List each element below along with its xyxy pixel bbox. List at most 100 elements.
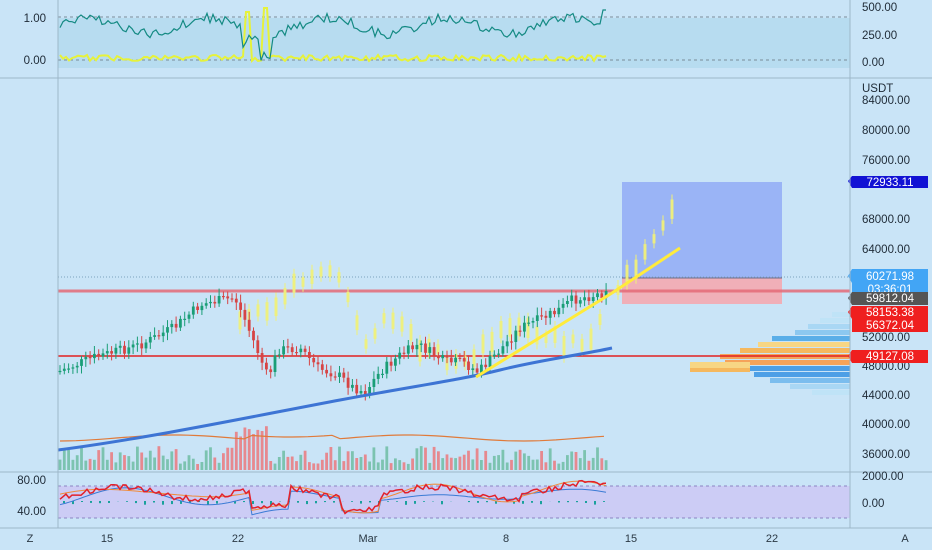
candle-body — [531, 321, 535, 323]
price-tag-stop[interactable]: 58153.38 56372.04 — [848, 306, 928, 332]
candle-body — [308, 352, 311, 358]
price-tag-support[interactable]: 49127.08 — [848, 350, 928, 363]
candle-body — [475, 368, 479, 373]
projected-body — [283, 288, 287, 305]
trend-line-projection[interactable] — [611, 246, 681, 295]
volume-bar — [308, 462, 311, 470]
time-axis-corner-right[interactable]: A — [901, 533, 909, 545]
volume-bar — [591, 457, 595, 470]
price-tick-64000: 64000.00 — [862, 244, 910, 256]
volume-bar — [419, 446, 423, 470]
projected-body — [634, 259, 638, 279]
volume-bar — [222, 453, 225, 470]
volume-bar — [381, 459, 384, 470]
price-tag-entry[interactable]: 59812.04 — [848, 292, 928, 305]
candle-body — [449, 357, 453, 363]
candle-body — [544, 315, 548, 318]
top-indicator-panel[interactable]: 1.00 0.00 500.00 250.00 0.00 — [24, 2, 898, 69]
time-tick-mar: Mar — [359, 533, 378, 545]
volume-bar — [127, 456, 131, 470]
volume-bar — [574, 452, 578, 470]
candle-body — [505, 341, 509, 347]
price-axis-currency: USDT — [862, 83, 893, 95]
volume-bar — [570, 451, 574, 470]
volume-bar — [234, 431, 238, 470]
rsi-histogram-bar — [162, 501, 164, 505]
price-tag-target[interactable]: 72933.11 — [848, 176, 928, 189]
volume-bar — [355, 458, 359, 470]
candle-body — [131, 344, 135, 348]
rsi-histogram-bar — [171, 501, 173, 505]
projected-body — [238, 311, 242, 330]
candle-body — [256, 340, 260, 353]
candle-body — [368, 387, 371, 395]
volume-bar — [239, 436, 242, 470]
projected-body — [580, 338, 584, 351]
volume-profile-row — [832, 312, 850, 317]
candle-body — [501, 346, 505, 354]
price-tick-68000: 68000.00 — [862, 214, 910, 226]
candle-body — [191, 306, 195, 315]
candle-body — [80, 359, 83, 366]
candle-body — [166, 327, 169, 333]
volume-bar — [144, 457, 148, 470]
bottom-indicator-panel[interactable]: 80.00 40.00 2000.00 0.00 — [17, 471, 904, 519]
tag-bg — [848, 269, 928, 283]
candle-body — [385, 361, 389, 374]
trend-line-support[interactable] — [475, 291, 613, 379]
candle-body — [234, 298, 238, 303]
volume-bar — [445, 454, 449, 470]
time-axis[interactable]: Z 15 22 Mar 8 15 22 A — [27, 533, 910, 545]
candle-body — [518, 330, 522, 332]
volume-bar — [269, 461, 273, 470]
projected-body — [364, 339, 368, 349]
volume-profile-row — [754, 372, 850, 377]
volume-bar — [480, 460, 483, 470]
rsi-histogram-bar — [144, 501, 146, 505]
projected-body — [598, 314, 602, 325]
projected-body — [652, 234, 656, 244]
price-tick-48000: 48000.00 — [862, 361, 910, 373]
candle-body — [153, 335, 156, 337]
rsi-histogram-bar — [405, 501, 407, 505]
volume-bar — [475, 448, 479, 470]
target-zone-box[interactable] — [622, 182, 782, 278]
candle-body — [118, 345, 122, 348]
candle-body — [71, 367, 75, 369]
volume-bar — [376, 462, 380, 470]
price-tag-current[interactable]: 60271.98 03:36:01 — [848, 269, 928, 296]
rsi-histogram-bar — [414, 501, 416, 504]
volume-profile-row — [772, 336, 850, 341]
candle-body — [110, 351, 113, 354]
main-price-panel[interactable]: USDT 84000.00 80000.00 76000.00 68000.00… — [57, 83, 928, 470]
rsi-histogram-bar — [315, 501, 317, 504]
rsi-histogram-bar — [108, 501, 110, 503]
candle-body — [454, 357, 457, 363]
projected-body — [292, 273, 296, 293]
volume-bar — [204, 450, 208, 470]
candle-body — [157, 335, 161, 337]
volume-bar — [161, 455, 165, 470]
candle-body — [114, 347, 118, 354]
projected-body — [256, 304, 260, 317]
time-axis-corner-left[interactable]: Z — [27, 533, 34, 545]
tag-support-label: 49127.08 — [866, 351, 914, 363]
volume-profile-row — [790, 384, 850, 389]
projected-body — [553, 326, 557, 343]
candle-body — [312, 358, 316, 363]
candle-body — [333, 376, 337, 378]
projected-body — [355, 315, 359, 331]
volume-bar — [191, 458, 195, 470]
volume-bar — [243, 427, 247, 470]
projected-body — [337, 272, 341, 283]
moving-average-line[interactable] — [57, 346, 613, 452]
candle-body — [398, 352, 402, 359]
oscillator-line — [59, 9, 606, 61]
volume-bar — [342, 461, 346, 470]
volume-bar — [372, 447, 376, 470]
top-right-tick-1: 500.00 — [862, 2, 897, 14]
volume-profile-row — [808, 324, 850, 329]
volume-bar — [368, 461, 371, 470]
candle-body — [432, 347, 436, 356]
